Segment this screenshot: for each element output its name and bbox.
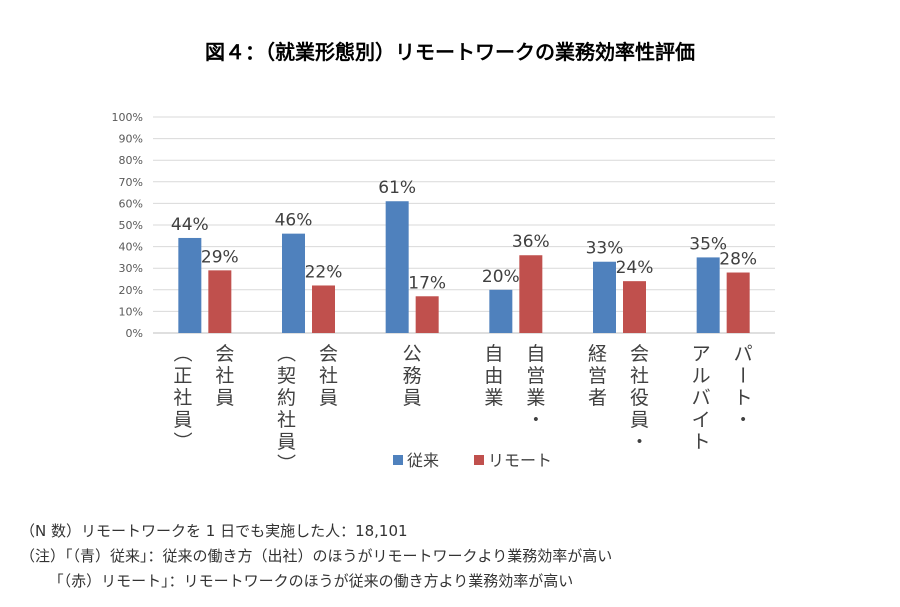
bar-conventional [178,237,202,333]
footnote-sample-size: （N 数）リモートワークを 1 日でも実施した人：18,101 [20,522,408,540]
category-label-char: 経 [588,343,607,365]
category-label-char: 営 [526,365,545,387]
category-label-char: ー [731,365,753,384]
category-label-char: ル [692,365,711,387]
category-label-char: 員 [319,387,338,409]
bar-remote [312,285,335,333]
bar-remote [519,255,543,333]
y-tick-label: 90% [119,133,143,146]
category-label-char: 会 [215,343,234,365]
y-tick-label: 50% [119,219,143,232]
chart-title: 図４：（就業形態別）リモートワークの業務効率性評価 [205,40,695,64]
y-tick-label: 40% [119,241,143,254]
category-label-char: 会 [630,343,649,365]
category-label-char: 自 [484,343,503,365]
category-label-char: （ [171,343,193,362]
y-tick-label: 100% [112,111,143,124]
category-label-char: 社 [630,365,649,387]
category-label-char: ア [692,343,711,365]
data-label: 44% [171,215,209,235]
category-label-char: 自 [526,343,545,365]
category-label-char: 役 [630,387,649,409]
category-label-char: 員 [403,387,422,409]
category-label-char: ト [692,431,711,453]
category-label-char: 会 [319,343,338,365]
footnote-red-definition: 「（赤）リモート」：リモートワークのほうが従来の働き方より業務効率が高い [20,572,574,590]
category-label-char: 員 [630,409,649,431]
data-label: 29% [201,247,239,267]
legend-label: リモート [488,451,552,470]
data-label: 61% [378,178,416,198]
category-label-char: 社 [277,409,296,431]
category-label-char: 約 [277,387,296,409]
category-label-char: 務 [403,365,422,387]
data-label: 24% [616,258,654,278]
bar-remote [726,272,750,333]
data-label: 20% [482,267,520,287]
category-label-char: 契 [277,365,296,387]
data-label: 17% [408,273,446,293]
category-label-char: ） [275,453,297,472]
bar-conventional [385,201,409,333]
data-label: 46% [275,211,313,231]
bar-conventional [696,257,720,333]
data-label: 28% [719,250,757,270]
category-label-char: 社 [215,365,234,387]
category-label-char: ） [171,431,193,450]
category-label-char: 員 [277,431,296,453]
data-label: 36% [512,232,550,252]
category-label-char: ・ [630,431,649,453]
footnote-blue-definition: （注）「（青）従来」：従来の働き方（出社）のほうがリモートワークより業務効率が高… [20,547,613,565]
data-label: 35% [689,234,727,254]
category-label-char: 業 [484,387,503,409]
category-label-char: 員 [173,409,192,431]
y-tick-label: 10% [119,305,143,318]
category-label-char: イ [692,409,711,431]
y-tick-label: 80% [119,154,143,167]
y-tick-label: 70% [119,176,143,189]
category-label-char: 者 [588,387,607,409]
category-label-char: 由 [484,365,503,387]
category-label-char: 営 [588,365,607,387]
category-label-char: ・ [526,409,545,431]
category-label-char: （ [275,343,297,362]
category-label-char: 公 [403,343,422,365]
category-label-char: 員 [215,387,234,409]
category-label-char: 社 [173,387,192,409]
category-label-char: ト [734,387,753,409]
y-tick-label: 60% [119,197,143,210]
category-label-char: パ [734,343,753,365]
legend-label: 従来 [407,451,439,470]
y-tick-label: 0% [126,327,143,340]
bar-remote [415,296,439,333]
data-label: 22% [305,262,343,282]
category-label-char: ・ [734,409,753,431]
category-label-char: 社 [319,365,338,387]
category-label-char: バ [692,387,711,409]
bar-remote [208,270,232,333]
category-label-char: 正 [173,365,192,387]
data-label: 33% [586,239,624,259]
y-tick-label: 20% [119,284,143,297]
bar-remote [623,281,646,333]
bar-conventional [282,233,305,333]
y-tick-label: 30% [119,262,143,275]
footnotes: （N 数）リモートワークを 1 日でも実施した人：18,101 （注）「（青）従… [20,519,612,594]
bar-conventional [593,261,616,333]
legend-swatch-remote [474,455,484,465]
category-label-char: 業 [526,387,545,409]
bar-conventional [489,289,513,333]
legend-swatch-conventional [393,455,403,465]
